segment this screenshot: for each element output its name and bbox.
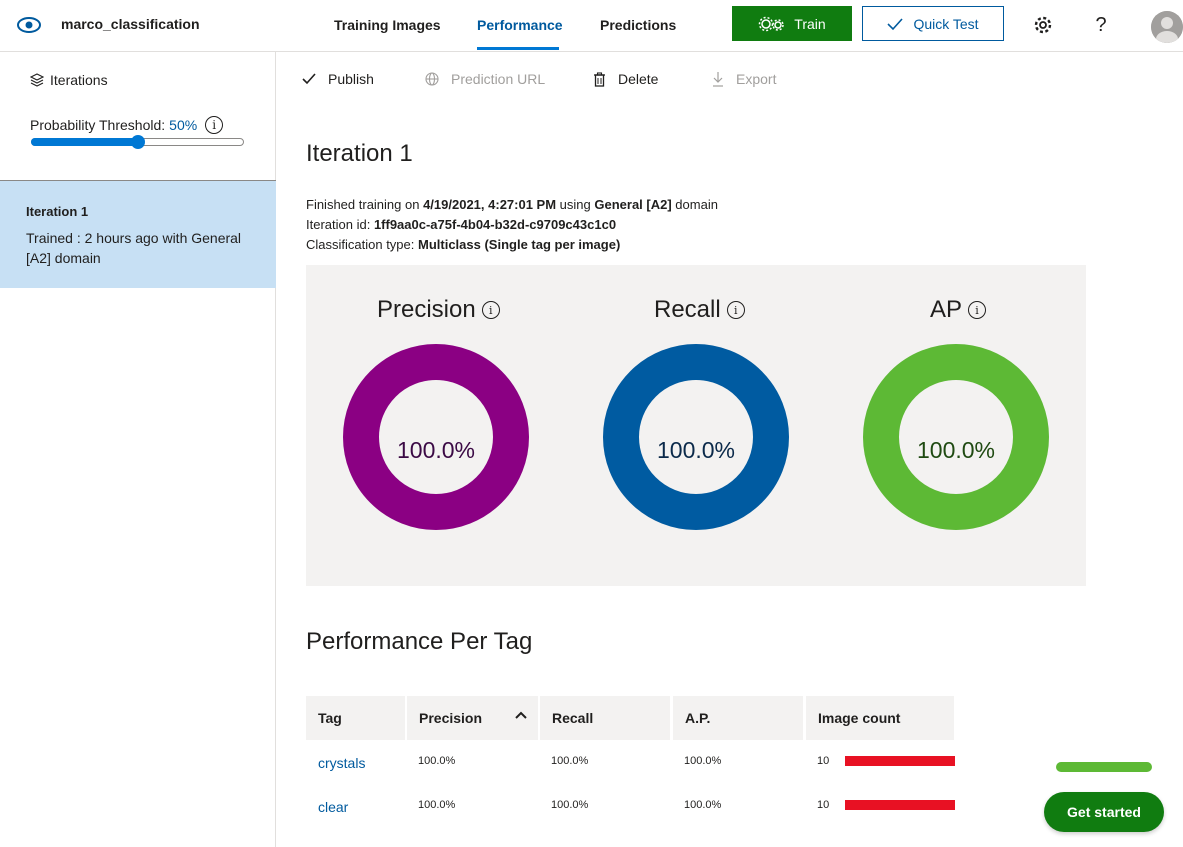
user-avatar[interactable] bbox=[1151, 11, 1183, 43]
row-image-count: 10 bbox=[817, 799, 830, 811]
ap-info-icon[interactable]: i bbox=[968, 301, 987, 319]
recall-label-text: Recall bbox=[654, 296, 721, 323]
threshold-slider-thumb[interactable] bbox=[130, 135, 145, 149]
trash-icon bbox=[594, 71, 605, 87]
layers-icon bbox=[30, 73, 44, 87]
iteration-id-value: 1ff9aa0c-a75f-4b04-b32d-c9709c43c1c0 bbox=[373, 217, 617, 232]
precision-donut bbox=[343, 344, 529, 530]
column-header-ap[interactable]: A.P. bbox=[673, 696, 803, 740]
train-label: Train bbox=[794, 15, 826, 32]
globe-icon bbox=[425, 72, 439, 86]
iterations-sidebar: Iterations Probability Threshold: 50% i … bbox=[0, 52, 276, 847]
tag-link-crystals[interactable]: crystals bbox=[318, 755, 366, 771]
settings-gear-icon[interactable] bbox=[1032, 14, 1054, 36]
precision-label: Precision i bbox=[377, 296, 500, 324]
iterations-heading-label: Iterations bbox=[50, 72, 108, 88]
image-count-bar bbox=[845, 756, 955, 766]
publish-label: Publish bbox=[328, 71, 374, 87]
check-icon bbox=[887, 17, 904, 30]
eye-logo-icon[interactable] bbox=[16, 12, 42, 38]
row-ap: 100.0% bbox=[684, 755, 722, 767]
tab-performance[interactable]: Performance bbox=[477, 17, 563, 33]
tab-predictions[interactable]: Predictions bbox=[600, 17, 677, 33]
top-bar: marco_classification Training Images Per… bbox=[0, 0, 1183, 52]
iteration-item-1[interactable]: Iteration 1 Trained : 2 hours ago with G… bbox=[0, 180, 276, 288]
classification-type-label: Classification type: bbox=[306, 237, 418, 252]
image-count-bar bbox=[845, 800, 955, 810]
column-header-precision[interactable]: Precision bbox=[407, 696, 538, 740]
finished-prefix: Finished training on bbox=[306, 197, 424, 212]
finished-suffix: domain bbox=[671, 197, 718, 212]
row-ap: 100.0% bbox=[684, 799, 722, 811]
threshold-label: Probability Threshold: bbox=[30, 117, 166, 133]
publish-button[interactable]: Publish bbox=[302, 71, 374, 87]
probability-threshold: Probability Threshold: 50% i bbox=[30, 116, 224, 134]
performance-per-tag-title: Performance Per Tag bbox=[306, 628, 533, 655]
row-image-count: 10 bbox=[817, 755, 830, 767]
prediction-url-label: Prediction URL bbox=[451, 71, 546, 87]
iterations-heading: Iterations bbox=[30, 72, 108, 88]
download-icon bbox=[713, 72, 723, 87]
export-label: Export bbox=[736, 71, 777, 87]
finished-mid: using bbox=[556, 197, 595, 212]
onboarding-progress-bar bbox=[1056, 762, 1152, 772]
train-button[interactable]: Train bbox=[732, 6, 852, 41]
recall-info-icon[interactable]: i bbox=[726, 301, 745, 319]
quick-test-button[interactable]: Quick Test bbox=[862, 6, 1004, 41]
row-recall: 100.0% bbox=[551, 755, 589, 767]
project-name[interactable]: marco_classification bbox=[61, 16, 200, 32]
tag-link-clear[interactable]: clear bbox=[318, 799, 349, 815]
column-header-precision-label: Precision bbox=[419, 710, 483, 726]
precision-value: 100.0% bbox=[396, 437, 475, 463]
recall-label: Recall i bbox=[654, 296, 745, 324]
column-header-recall[interactable]: Recall bbox=[540, 696, 670, 740]
precision-label-text: Precision bbox=[377, 296, 476, 323]
check-icon bbox=[302, 73, 316, 85]
get-started-button[interactable]: Get started bbox=[1044, 792, 1164, 832]
prediction-url-button[interactable]: Prediction URL bbox=[425, 71, 545, 87]
precision-info-icon[interactable]: i bbox=[481, 301, 500, 319]
quick-test-label: Quick Test bbox=[913, 15, 979, 32]
metrics-panel: Precision i Recall i AP i 100.0% 100.0% … bbox=[306, 265, 1086, 586]
row-recall: 100.0% bbox=[551, 799, 589, 811]
iteration-item-subtitle: Trained : 2 hours ago with General [A2] … bbox=[26, 230, 242, 266]
iteration-id-label: Iteration id: bbox=[306, 217, 374, 232]
recall-value: 100.0% bbox=[656, 437, 735, 463]
ap-label: AP i bbox=[930, 296, 987, 324]
delete-button[interactable]: Delete bbox=[593, 71, 658, 87]
gears-icon bbox=[759, 16, 785, 31]
column-header-image-count[interactable]: Image count bbox=[806, 696, 954, 740]
column-header-tag[interactable]: Tag bbox=[306, 696, 405, 740]
export-button[interactable]: Export bbox=[712, 71, 776, 87]
iteration-id-line: Iteration id: 1ff9aa0c-a75f-4b04-b32d-c9… bbox=[306, 217, 616, 232]
ap-donut-arc bbox=[863, 344, 1049, 530]
ap-label-text: AP bbox=[930, 296, 963, 323]
precision-donut-arc bbox=[343, 344, 529, 530]
help-icon[interactable]: ? bbox=[1095, 13, 1107, 36]
recall-donut-arc bbox=[603, 344, 789, 530]
row-precision: 100.0% bbox=[418, 799, 456, 811]
classification-type-line: Classification type: Multiclass (Single … bbox=[306, 237, 620, 252]
threshold-slider-fill bbox=[31, 138, 138, 146]
row-precision: 100.0% bbox=[418, 755, 456, 767]
ap-value: 100.0% bbox=[916, 437, 995, 463]
delete-label: Delete bbox=[618, 71, 659, 87]
threshold-value: 50% bbox=[169, 117, 198, 133]
domain-name: General [A2] bbox=[594, 197, 672, 212]
iteration-item-title: Iteration 1 bbox=[26, 204, 89, 219]
finished-training-line: Finished training on 4/19/2021, 4:27:01 … bbox=[306, 197, 718, 212]
finished-date: 4/19/2021, 4:27:01 PM bbox=[423, 197, 557, 212]
recall-donut bbox=[603, 344, 789, 530]
threshold-info-icon[interactable]: i bbox=[205, 116, 224, 134]
tab-training-images[interactable]: Training Images bbox=[334, 17, 441, 33]
active-tab-indicator bbox=[477, 47, 559, 50]
sort-ascending-icon[interactable] bbox=[515, 711, 527, 719]
iteration-title: Iteration 1 bbox=[306, 140, 413, 167]
classification-type-value: Multiclass (Single tag per image) bbox=[418, 237, 621, 252]
ap-donut bbox=[863, 344, 1049, 530]
